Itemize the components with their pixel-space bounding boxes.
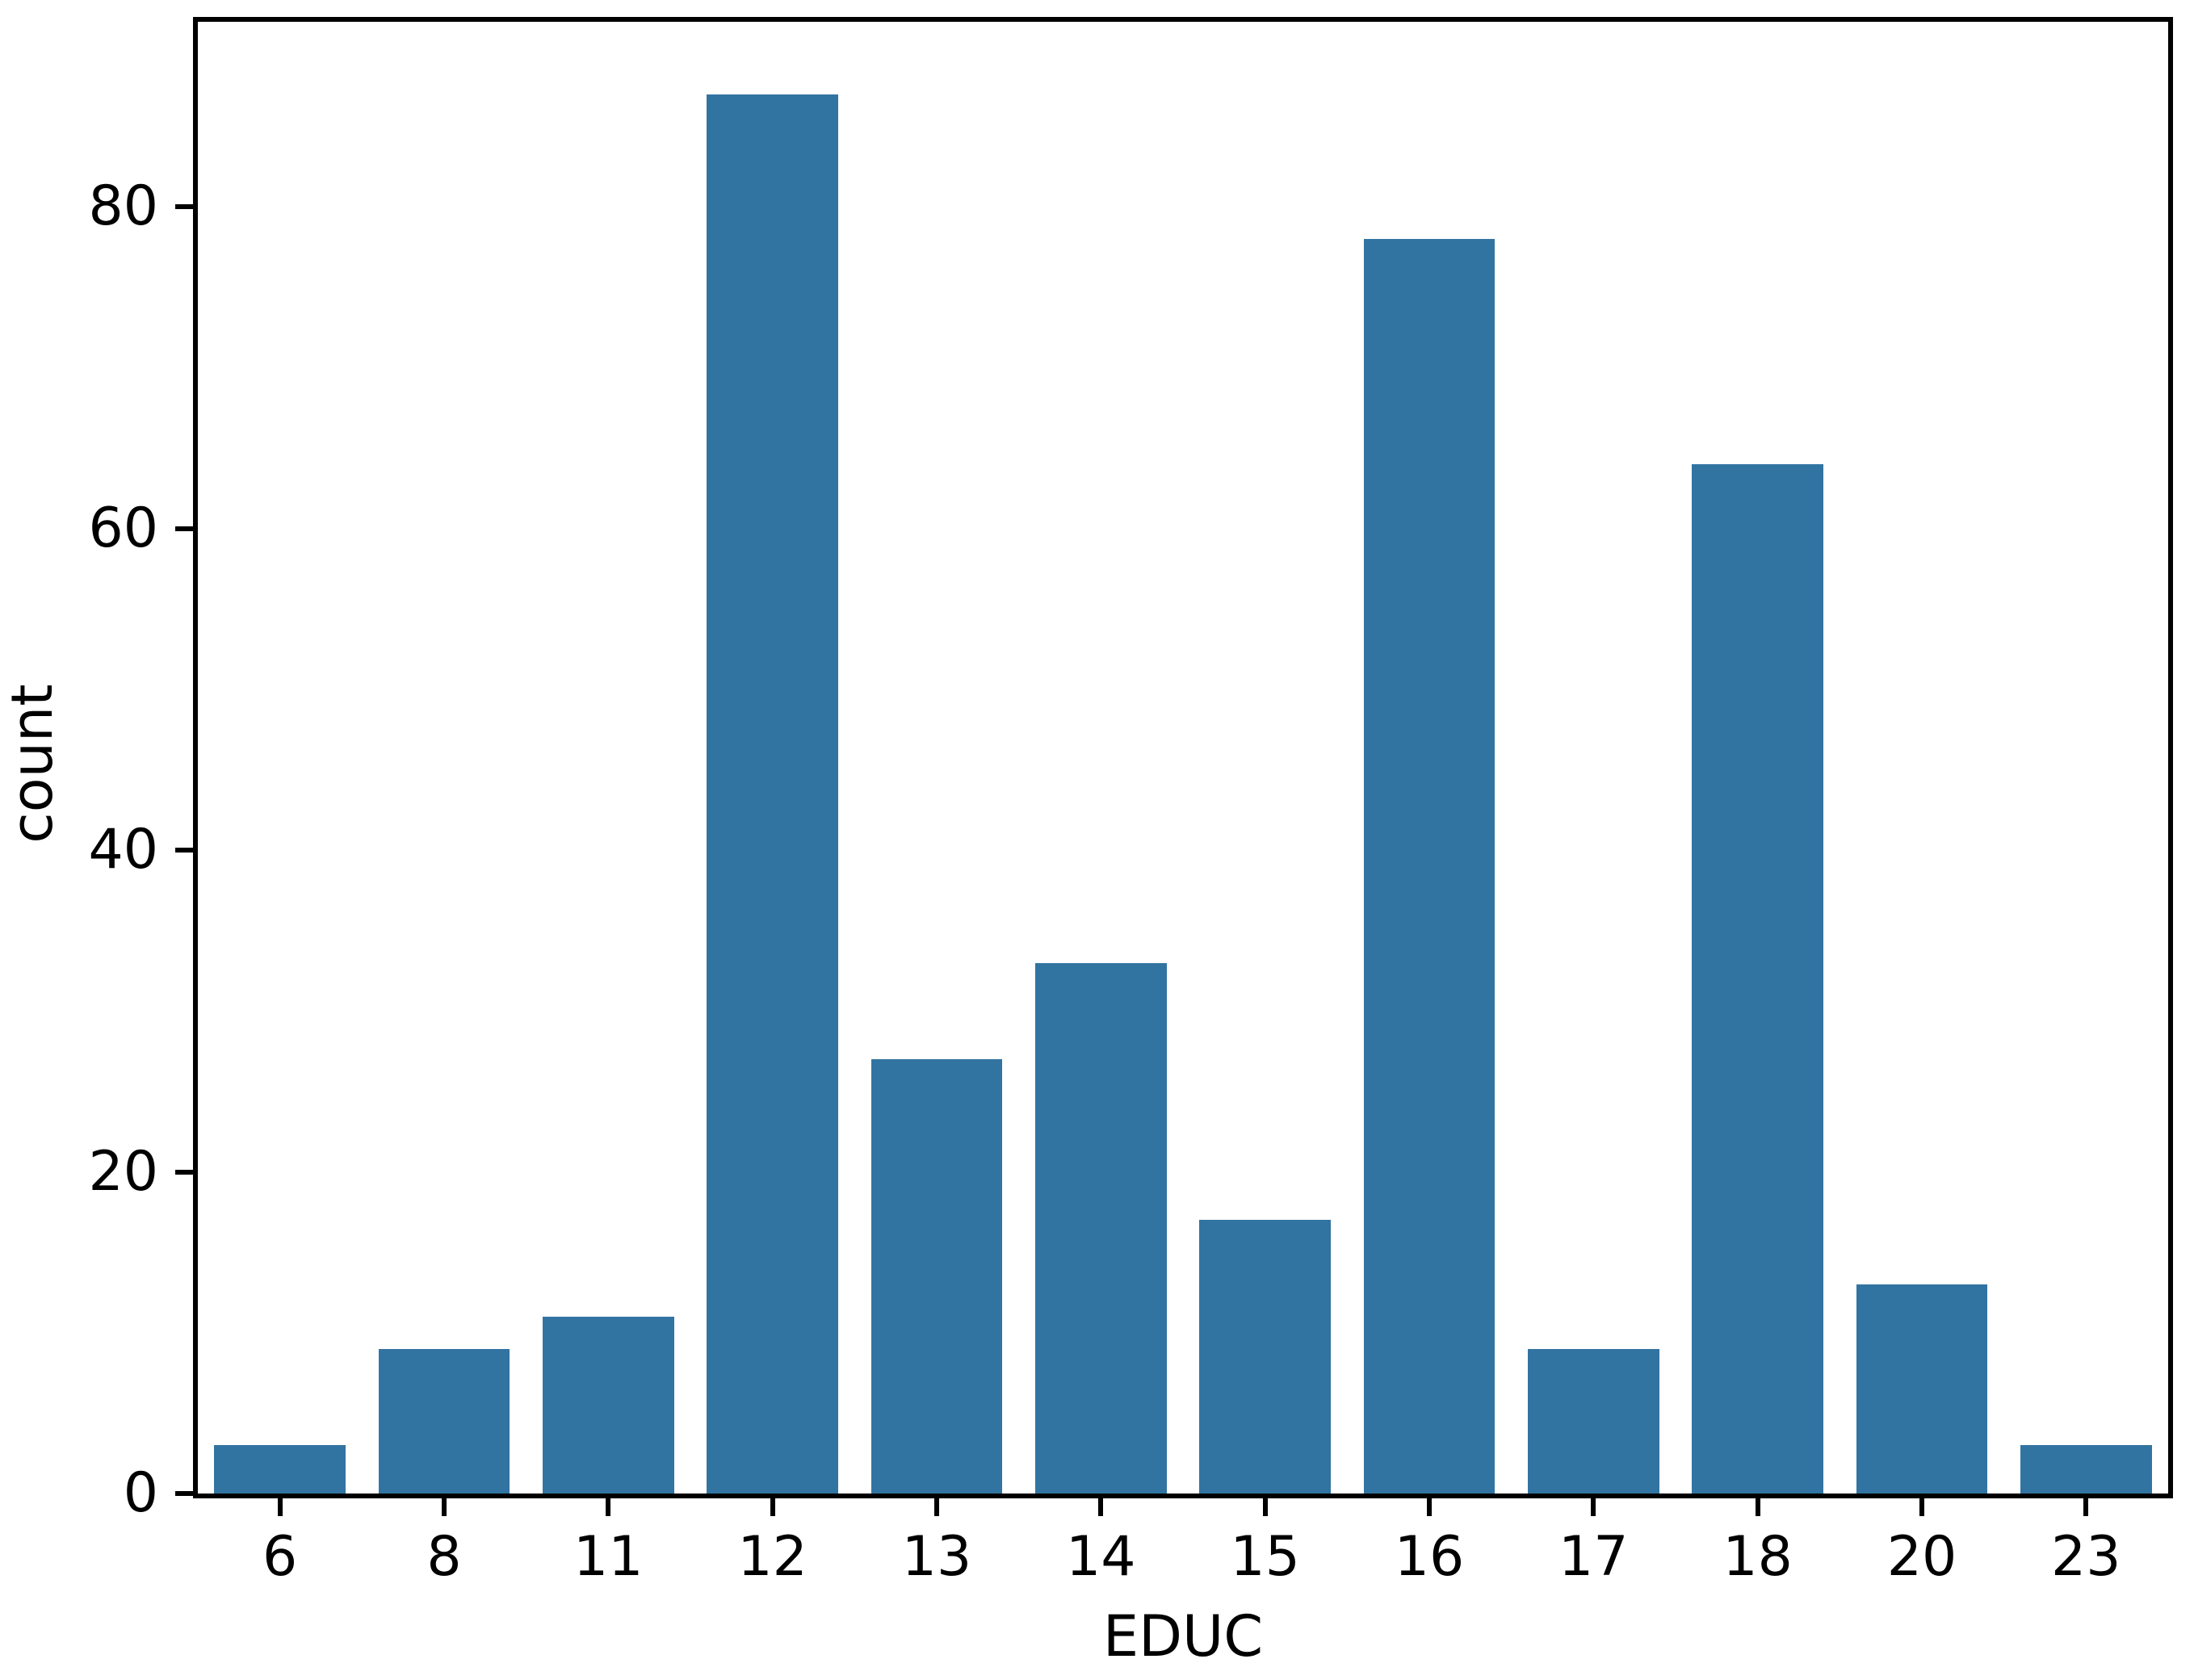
- x-tick-label: 14: [1066, 1525, 1136, 1589]
- y-tick-mark: [175, 1491, 195, 1496]
- x-tick-label: 23: [2051, 1525, 2121, 1589]
- bar-17: [1528, 1348, 1659, 1494]
- x-tick-mark: [1262, 1496, 1268, 1516]
- y-axis-label: count: [0, 684, 65, 844]
- x-tick-label: 8: [426, 1525, 462, 1589]
- y-tick-label: 60: [88, 496, 158, 560]
- x-tick-mark: [442, 1496, 447, 1516]
- x-tick-mark: [277, 1496, 283, 1516]
- x-tick-label: 13: [901, 1525, 972, 1589]
- x-tick-mark: [770, 1496, 775, 1516]
- bar-15: [1199, 1220, 1331, 1494]
- x-tick-label: 18: [1722, 1525, 1793, 1589]
- x-tick-mark: [1098, 1496, 1104, 1516]
- x-tick-mark: [1591, 1496, 1596, 1516]
- bar-11: [543, 1316, 674, 1494]
- bars-group: [198, 22, 2168, 1494]
- bar-23: [2020, 1445, 2152, 1494]
- x-tick-label: 6: [262, 1525, 298, 1589]
- x-tick-mark: [2083, 1496, 2089, 1516]
- bar-20: [1856, 1284, 1988, 1494]
- y-tick-label: 0: [123, 1461, 158, 1525]
- x-tick-mark: [606, 1496, 611, 1516]
- x-tick-mark: [934, 1496, 939, 1516]
- x-tick-label: 11: [573, 1525, 644, 1589]
- bar-14: [1035, 962, 1167, 1494]
- bar-6: [214, 1445, 346, 1494]
- x-tick-label: 15: [1230, 1525, 1300, 1589]
- plot-area: [193, 17, 2173, 1498]
- x-axis-label: EDUC: [1102, 1603, 1264, 1670]
- bar-18: [1692, 463, 1823, 1494]
- bar-12: [707, 94, 838, 1494]
- y-tick-label: 20: [88, 1139, 158, 1204]
- bar-13: [870, 1059, 1003, 1494]
- x-tick-mark: [1919, 1496, 1924, 1516]
- y-tick-label: 40: [88, 818, 158, 882]
- x-tick-label: 20: [1886, 1525, 1957, 1589]
- y-tick-label: 80: [88, 174, 158, 239]
- x-tick-label: 17: [1558, 1525, 1629, 1589]
- x-tick-label: 12: [737, 1525, 808, 1589]
- x-tick-label: 16: [1394, 1525, 1465, 1589]
- y-tick-mark: [175, 204, 195, 210]
- bar-16: [1363, 238, 1496, 1494]
- x-tick-mark: [1755, 1496, 1760, 1516]
- bar-8: [378, 1348, 510, 1494]
- y-tick-mark: [175, 848, 195, 853]
- x-tick-mark: [1427, 1496, 1432, 1516]
- y-tick-mark: [175, 1169, 195, 1175]
- y-tick-mark: [175, 526, 195, 531]
